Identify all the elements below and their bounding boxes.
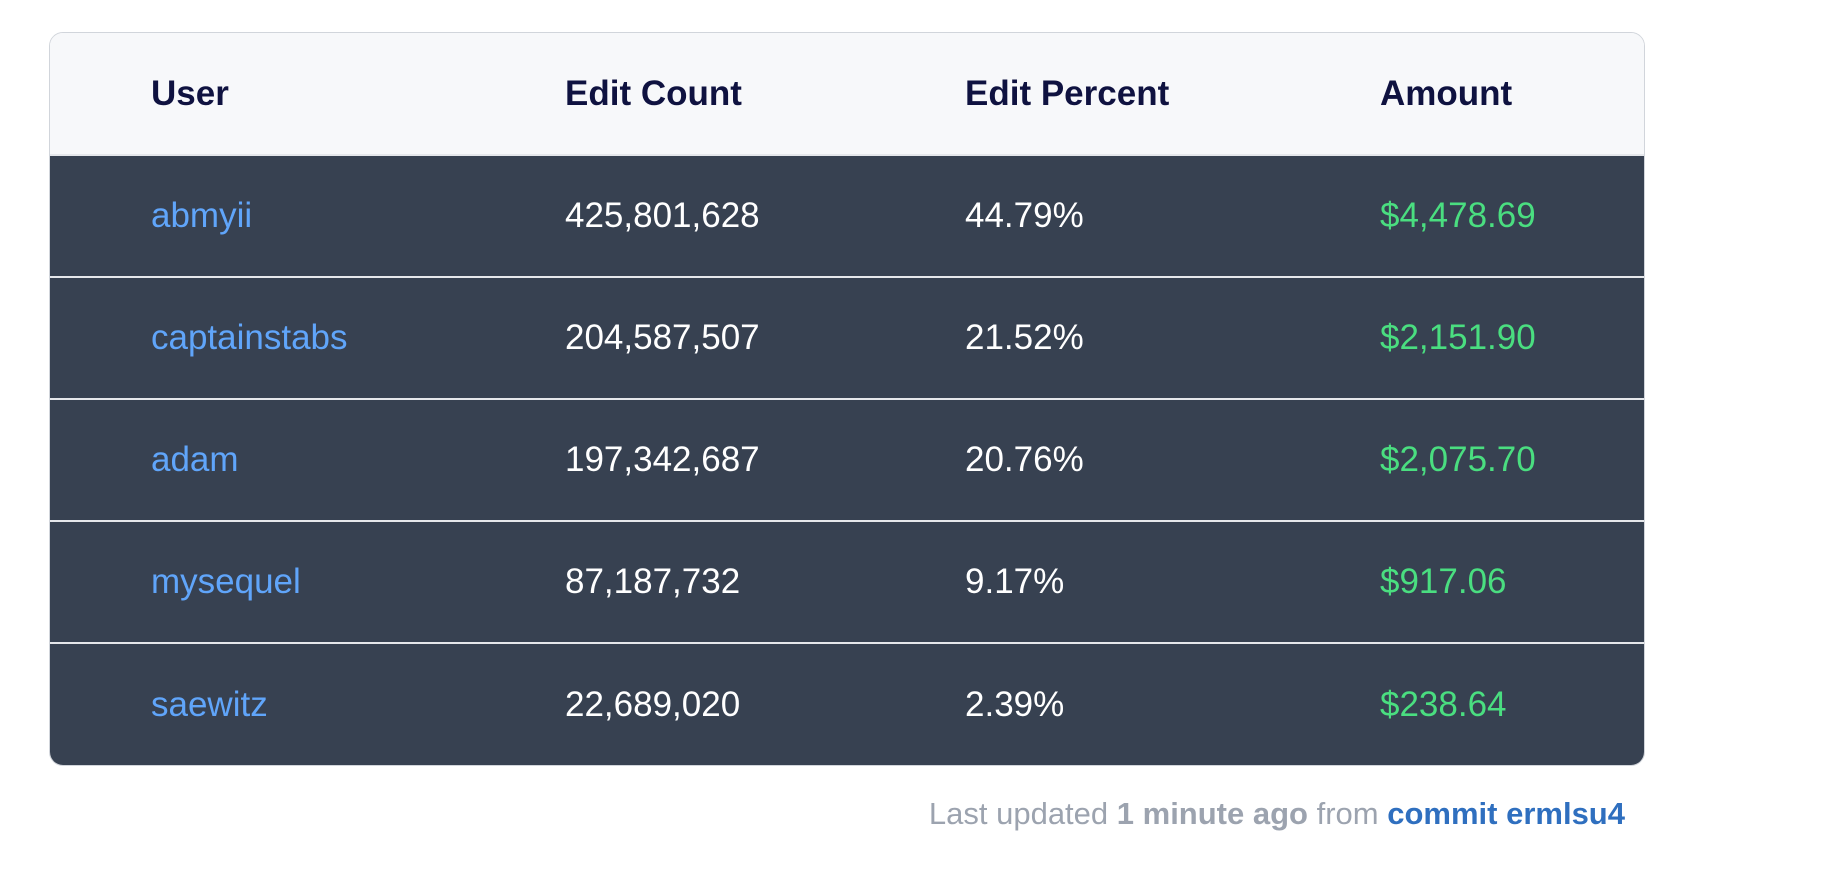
- footer-text: from: [1316, 796, 1379, 831]
- column-header: Edit Percent: [965, 73, 1170, 113]
- user-cell[interactable]: abmyii: [151, 196, 253, 235]
- user-cell[interactable]: captainstabs: [151, 318, 348, 357]
- column-header: Amount: [1380, 73, 1513, 113]
- table-row: abmyii 425,801,628 44.79% $4,478.69: [50, 155, 1644, 277]
- table-row: adam 197,342,687 20.76% $2,075.70: [50, 399, 1644, 521]
- header-row: User Edit Count Edit Percent Amount: [50, 33, 1644, 155]
- count-cell: 22,689,020: [565, 684, 741, 724]
- count-cell: 197,342,687: [565, 440, 760, 479]
- table-body: abmyii 425,801,628 44.79% $4,478.69 captains…: [50, 155, 1644, 765]
- table-row: captainstabs 204,587,507 21.52% $2,151.90: [50, 277, 1644, 399]
- percent-cell: 9.17%: [965, 562, 1065, 601]
- percent-cell: 44.79%: [965, 196, 1084, 235]
- percent-cell: 2.39%: [965, 684, 1065, 724]
- count-cell: 87,187,732: [565, 562, 741, 601]
- amount-cell: $238.64: [1380, 684, 1507, 724]
- user-cell[interactable]: saewitz: [151, 684, 268, 724]
- table-card: User Edit Count Edit Percent Amount abmyii 4…: [49, 32, 1645, 766]
- count-cell: 425,801,628: [565, 196, 760, 235]
- footer: Last updated 1 minute ago from commit er…: [929, 796, 1625, 832]
- column-header: Edit Count: [565, 73, 742, 113]
- footer-time: 1 minute ago: [1116, 796, 1308, 831]
- count-cell: 204,587,507: [565, 318, 760, 357]
- user-cell[interactable]: mysequel: [151, 562, 301, 601]
- percent-cell: 21.52%: [965, 318, 1084, 357]
- amount-cell: $2,151.90: [1380, 318, 1536, 357]
- amount-cell: $4,478.69: [1380, 196, 1536, 235]
- commit-link[interactable]: commit ermlsu4: [1387, 796, 1625, 831]
- amount-cell: $2,075.70: [1380, 440, 1536, 479]
- table-row: mysequel 87,187,732 9.17% $917.06: [50, 521, 1644, 643]
- table-header: User Edit Count Edit Percent Amount: [50, 33, 1644, 155]
- column-header: User: [151, 73, 229, 113]
- amount-cell: $917.06: [1380, 562, 1507, 601]
- table: User Edit Count Edit Percent Amount abmyii 4…: [50, 33, 1644, 765]
- footer-text: Last updated: [928, 796, 1109, 831]
- user-cell[interactable]: adam: [151, 440, 239, 479]
- table-row: saewitz 22,689,020 2.39% $238.64: [50, 643, 1644, 765]
- percent-cell: 20.76%: [965, 440, 1084, 479]
